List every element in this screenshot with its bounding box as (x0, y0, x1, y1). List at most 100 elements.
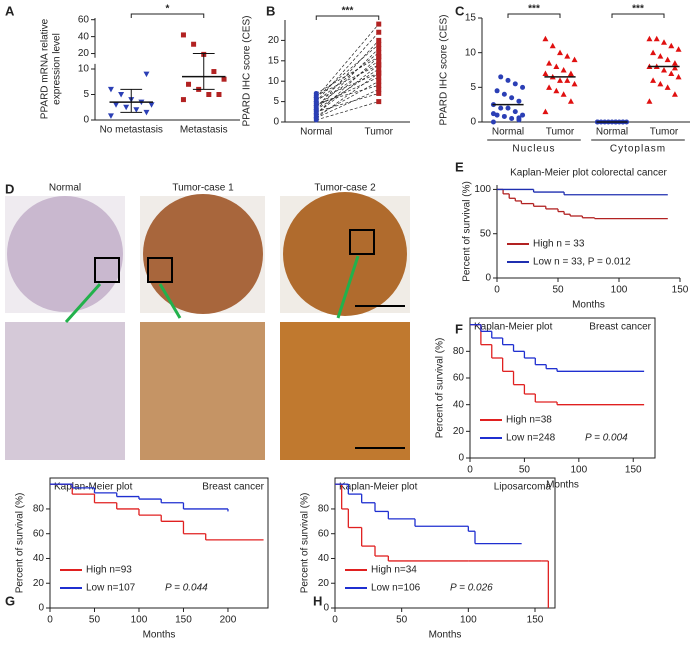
x-tick-label: No metastasis (100, 125, 163, 136)
point (661, 67, 667, 73)
point (650, 49, 657, 56)
point (557, 49, 563, 56)
point (516, 115, 522, 121)
pair-line (316, 64, 379, 96)
y-axis-label: Percent of survival (%) (300, 493, 311, 594)
point (501, 91, 507, 97)
point (376, 37, 382, 43)
y-tick-label: 15 (268, 55, 280, 66)
x-tick-label: 50 (519, 465, 531, 476)
y-axis-label: Percent of survival (%) (462, 181, 473, 282)
y-tick-label: 50 (480, 228, 492, 239)
y-tick-label: 60 (318, 528, 330, 539)
point (520, 84, 526, 90)
image-label: Normal (49, 183, 81, 194)
group-label: Nucleus (512, 144, 555, 155)
point (542, 35, 549, 42)
y-tick-label: 80 (318, 504, 330, 515)
panel-letter: H (313, 593, 322, 608)
point (567, 98, 574, 104)
point (490, 111, 496, 117)
significance-label: *** (632, 4, 644, 15)
point (512, 81, 518, 87)
x-tick-label: 150 (175, 615, 192, 626)
x-tick-label: Metastasis (180, 125, 228, 136)
p-value: P = 0.026 (450, 583, 493, 594)
y-axis-label: Percent of survival (%) (435, 338, 446, 439)
point (664, 84, 671, 90)
point (546, 60, 553, 66)
y-tick-label: 0 (485, 273, 491, 284)
pair-line (316, 80, 379, 117)
y-tick-label: 60 (78, 14, 90, 25)
x-tick-label: Tumor (364, 127, 393, 138)
panel-letter: A (5, 3, 15, 18)
y-tick-label: 0 (458, 453, 464, 464)
panel-letter: F (455, 321, 463, 336)
point (376, 74, 382, 80)
pair-line (316, 72, 379, 100)
point (376, 21, 382, 27)
plot-box (49, 477, 269, 609)
pair-line (316, 48, 379, 111)
chart-subtitle: Breast cancer (589, 322, 651, 333)
y-tick-label: 40 (318, 553, 330, 564)
image (5, 322, 125, 460)
y-tick-label: 80 (453, 346, 465, 357)
y-tick-label: 0 (323, 603, 329, 614)
y-axis-label: PPARD IHC score (CES) (242, 16, 253, 127)
point (668, 70, 675, 76)
x-tick-label: 100 (131, 615, 148, 626)
point (509, 95, 515, 101)
point (549, 42, 556, 49)
point (376, 78, 382, 84)
pair-line (316, 84, 379, 104)
panel-letter: D (5, 181, 14, 196)
point (646, 35, 653, 42)
legend-label: Low n = 33, P = 0.012 (533, 257, 631, 268)
pair-line (316, 101, 379, 121)
point (671, 60, 678, 66)
image (280, 322, 410, 460)
point (664, 56, 671, 63)
point (490, 119, 496, 125)
arrow (158, 283, 182, 319)
ihc-images: D Normal Tumor-case 1 Tumor-case 2 (5, 181, 410, 460)
y-tick-label: 5 (470, 82, 476, 93)
zoom-box (94, 257, 120, 283)
legend-label: Low n=107 (86, 583, 136, 594)
x-tick-label: 0 (47, 615, 53, 626)
x-tick-label: 0 (332, 615, 338, 626)
point (376, 66, 382, 72)
point (567, 71, 574, 78)
x-tick-label: 0 (467, 465, 473, 476)
y-tick-label: 10 (465, 47, 477, 58)
image (140, 322, 265, 460)
x-tick-label: 50 (89, 615, 101, 626)
chart-title: Kaplan-Meier plot (474, 322, 553, 333)
y-axis-label: Percent of survival (%) (15, 493, 26, 594)
panel-letter: B (266, 3, 275, 18)
significance-bracket (315, 15, 380, 20)
point (560, 91, 567, 97)
point (671, 64, 678, 71)
significance-label: *** (528, 4, 540, 15)
pair-line (316, 56, 379, 94)
significance-bracket (507, 13, 561, 18)
pair-line (316, 60, 379, 106)
x-tick-label: Tumor (650, 127, 679, 138)
y-tick-label: 5 (83, 89, 89, 100)
significance-bracket (130, 13, 205, 18)
point (376, 86, 382, 92)
point (376, 82, 382, 88)
point (118, 92, 125, 98)
point (646, 98, 653, 104)
y-tick-label: 40 (453, 399, 465, 410)
point (180, 32, 186, 38)
point (376, 46, 382, 52)
chart-title: Kaplan-Meier plot (339, 482, 418, 493)
point (520, 112, 526, 118)
point (498, 74, 504, 80)
pair-line (316, 93, 379, 113)
image-label: Tumor-case 1 (172, 183, 234, 194)
